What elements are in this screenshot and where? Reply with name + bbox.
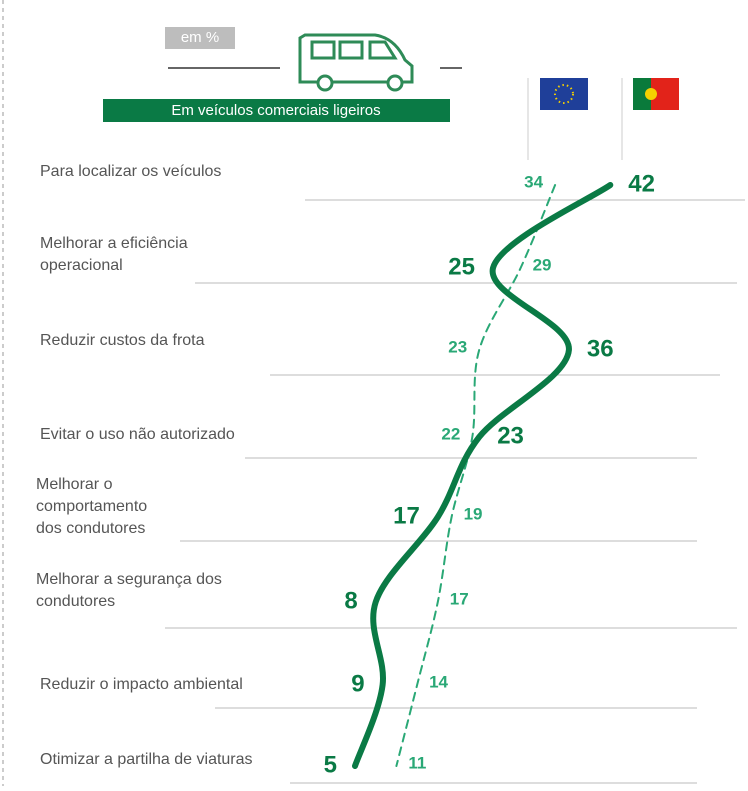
unit-label: em %: [181, 29, 219, 46]
van-icon: [298, 33, 414, 92]
value-label: 22: [441, 424, 460, 443]
value-label: 17: [450, 589, 469, 608]
unit-box: [165, 27, 235, 49]
value-label: 25: [448, 253, 475, 280]
value-label: 5: [324, 751, 337, 778]
category-label: Melhorar a segurança dos condutores: [36, 571, 222, 610]
value-label: 8: [344, 587, 357, 614]
category-label: Melhorar a eficiência operacional: [40, 235, 188, 274]
category-label: Reduzir custos da frota: [40, 332, 205, 349]
value-label: 14: [429, 672, 448, 691]
category-label: Melhorar o comportamento dos condutores: [36, 476, 147, 537]
eu-line: [395, 184, 557, 767]
value-label: 23: [497, 422, 524, 449]
value-label: 23: [448, 337, 467, 356]
value-label: 36: [587, 335, 614, 362]
value-label: 29: [533, 255, 552, 274]
value-label: 42: [628, 170, 655, 197]
pt-flag-green: [633, 78, 651, 110]
value-label: 19: [464, 504, 483, 523]
value-label: 9: [351, 670, 364, 697]
eu-stars: [554, 84, 574, 104]
eu-flag: [540, 78, 588, 110]
category-label: Reduzir o impacto ambiental: [40, 676, 243, 693]
value-label: 17: [393, 502, 420, 529]
value-label: 34: [524, 172, 543, 191]
banner-text: Em veículos comerciais ligeiros: [171, 102, 380, 119]
category-label: Para localizar os veículos: [40, 163, 221, 180]
category-label: Evitar o uso não autorizado: [40, 426, 235, 443]
value-label: 11: [408, 753, 426, 772]
category-label: Otimizar a partilha de viaturas: [40, 751, 253, 768]
pt-emblem: [645, 88, 657, 100]
pt-line: [352, 182, 614, 769]
banner: [103, 99, 450, 122]
